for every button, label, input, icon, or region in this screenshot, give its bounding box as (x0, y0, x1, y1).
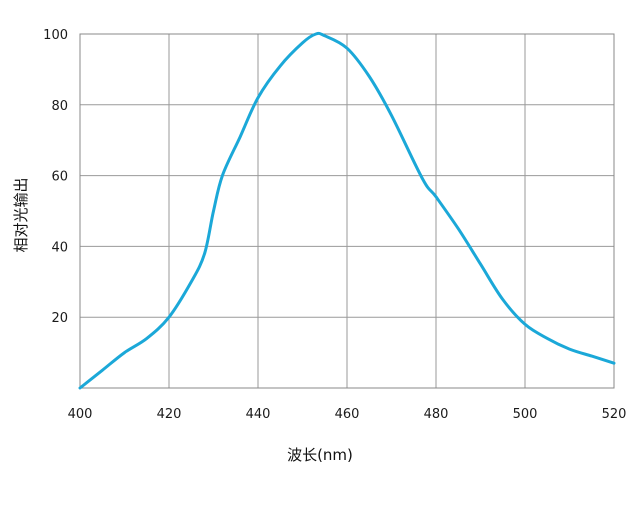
x-axis-label: 波长(nm) (287, 446, 353, 464)
tick-layer: 400 420 440 460 480 500 520 20 40 60 80 100 (43, 28, 626, 422)
x-tick-label: 500 (513, 407, 538, 422)
y-tick-label: 100 (43, 28, 68, 43)
y-axis-label: 相对光输出 (12, 177, 30, 252)
x-tick-label: 400 (68, 407, 93, 422)
y-tick-label: 20 (51, 311, 68, 326)
series-line (78, 31, 616, 390)
x-tick-label: 440 (246, 407, 271, 422)
x-tick-label: 480 (424, 407, 449, 422)
y-tick-label: 80 (51, 99, 68, 114)
x-tick-label: 460 (335, 407, 360, 422)
plot-frame (79, 33, 615, 389)
x-tick-label: 520 (602, 407, 627, 422)
grid-layer (79, 33, 615, 389)
y-tick-label: 60 (51, 170, 68, 185)
x-tick-label: 420 (157, 407, 182, 422)
y-tick-label: 40 (51, 240, 68, 255)
series-layer (78, 31, 616, 390)
